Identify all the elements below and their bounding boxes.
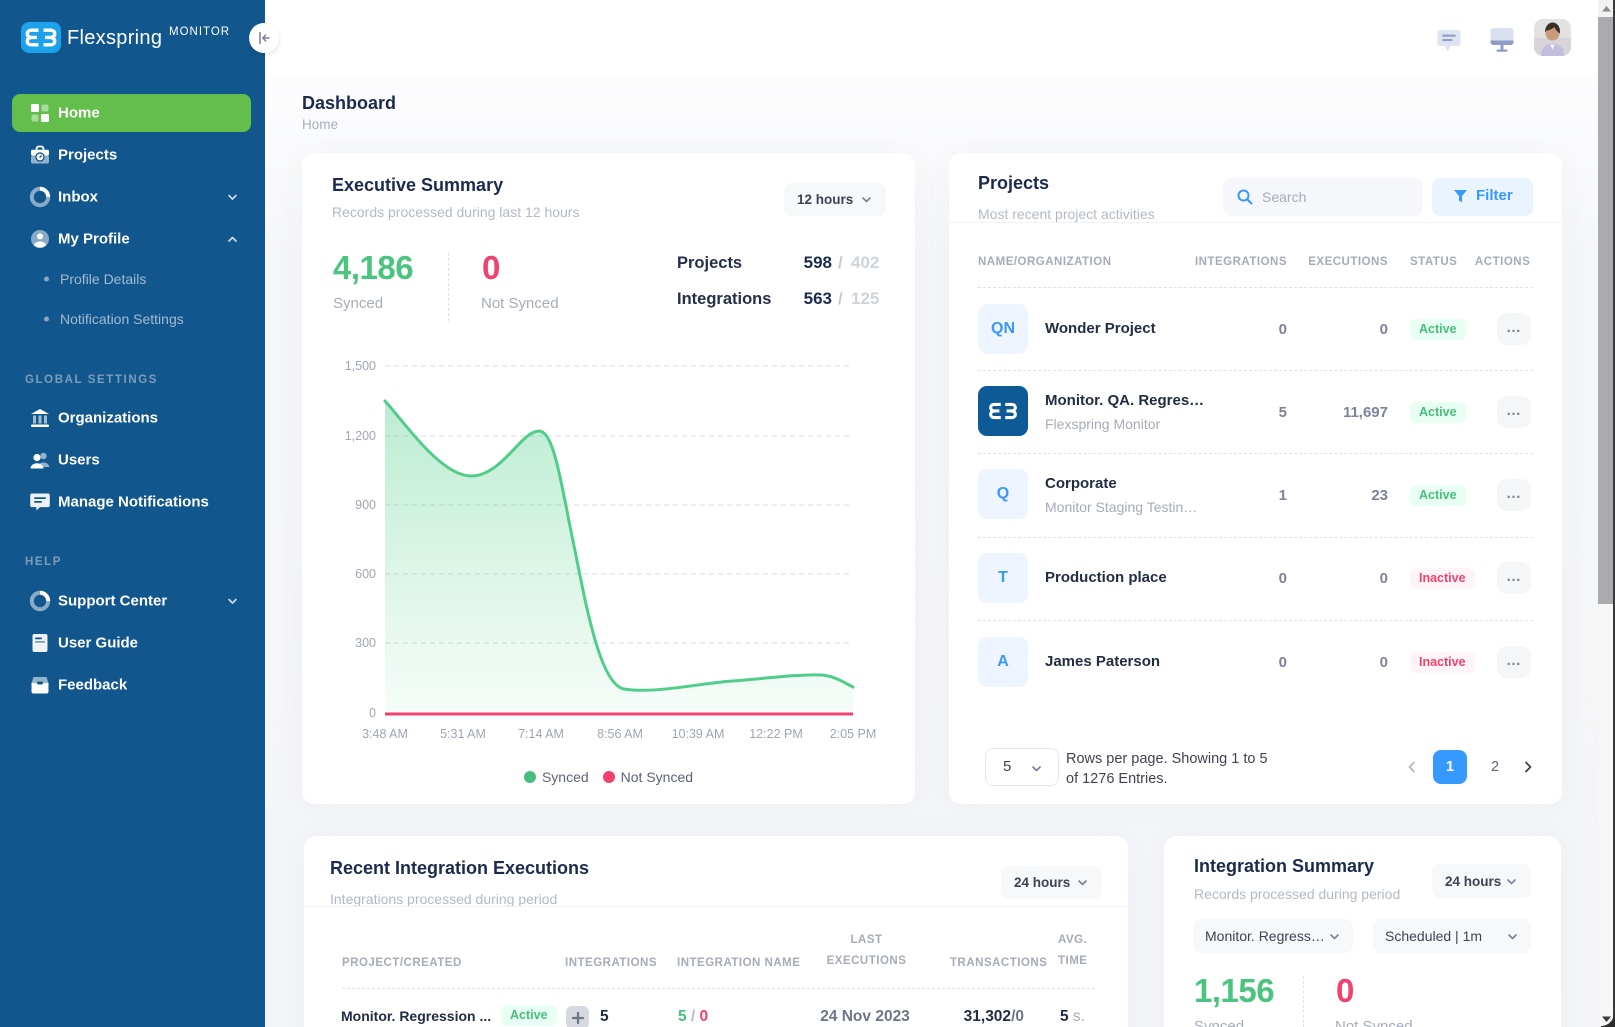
svg-text:12:22 PM: 12:22 PM	[749, 727, 803, 741]
svg-text:1,500: 1,500	[345, 359, 376, 373]
svg-text:5:31 AM: 5:31 AM	[440, 727, 486, 741]
svg-text:10:39 AM: 10:39 AM	[672, 727, 725, 741]
svg-text:3:48 AM: 3:48 AM	[362, 727, 408, 741]
svg-text:8:56 AM: 8:56 AM	[597, 727, 643, 741]
svg-text:300: 300	[355, 636, 376, 650]
svg-text:1,200: 1,200	[345, 429, 376, 443]
svg-text:900: 900	[355, 498, 376, 512]
svg-text:600: 600	[355, 567, 376, 581]
svg-text:0: 0	[369, 706, 376, 720]
svg-text:7:14 AM: 7:14 AM	[518, 727, 564, 741]
svg-text:2:05 PM: 2:05 PM	[830, 727, 877, 741]
